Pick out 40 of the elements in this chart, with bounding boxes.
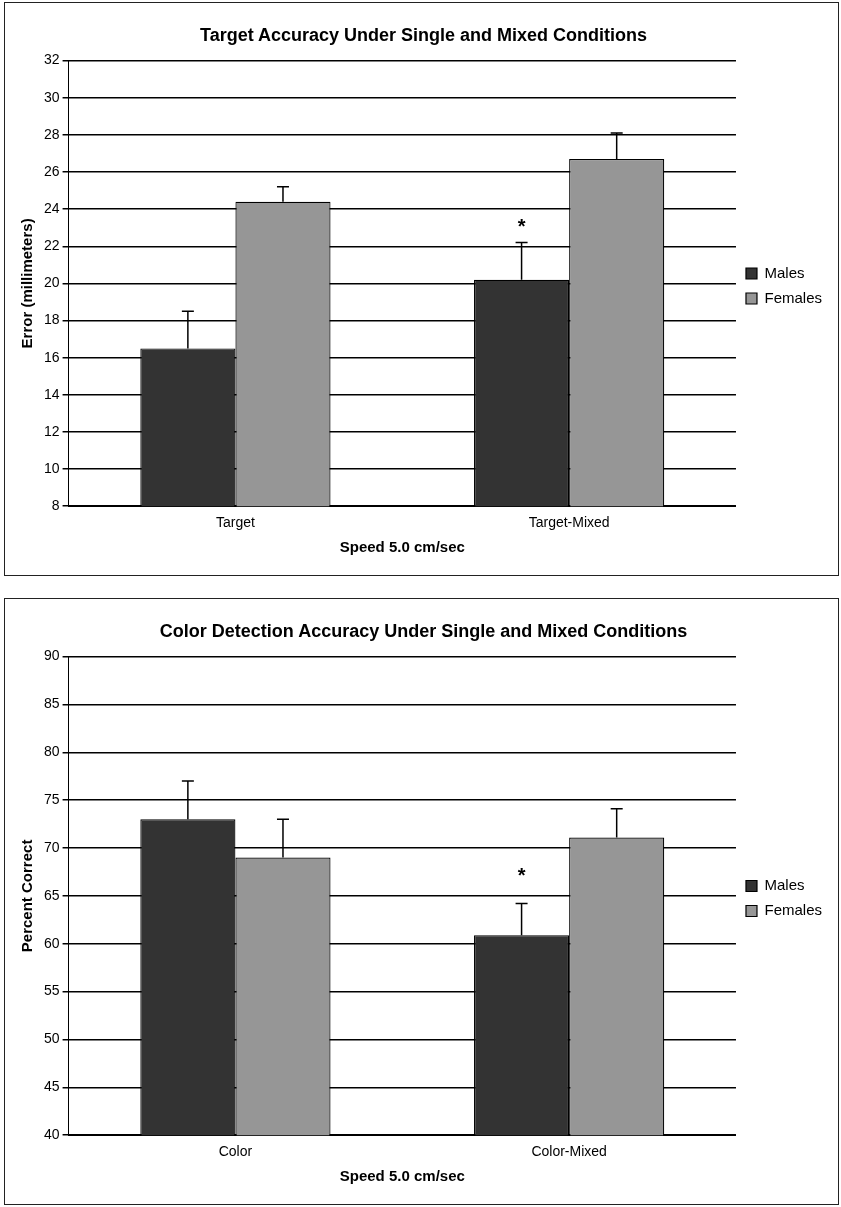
annotation: * <box>517 864 526 887</box>
y-tick-label: 50 <box>43 1030 60 1047</box>
y-tick-label: 22 <box>43 237 60 254</box>
y-tick-label: 12 <box>43 422 60 439</box>
x-tick-label: Target-Mixed <box>528 514 610 531</box>
y-tick-label: 32 <box>43 51 60 68</box>
y-tick-label: 85 <box>43 695 60 712</box>
legend-label: Males <box>764 263 805 281</box>
y-tick-label: 20 <box>43 274 60 291</box>
x-axis-title: Speed 5.0 cm/sec <box>339 538 465 556</box>
legend-label: Males <box>764 876 805 894</box>
x-tick-label: Target <box>215 514 255 531</box>
y-tick-label: 70 <box>43 838 60 855</box>
y-tick-label: 14 <box>43 385 60 402</box>
y-tick-label: 10 <box>43 459 60 476</box>
y-axis-title: Error (millimeters) <box>18 218 36 349</box>
y-tick-label: 60 <box>43 934 60 951</box>
y-tick-label: 45 <box>43 1078 60 1095</box>
x-tick-label: Color <box>218 1143 253 1160</box>
y-tick-label: 24 <box>43 199 60 216</box>
x-tick-label: Color-Mixed <box>531 1143 607 1160</box>
annotation: * <box>517 215 526 238</box>
legend-label: Females <box>764 288 823 306</box>
y-tick-label: 16 <box>43 348 60 365</box>
y-tick-label: 90 <box>43 647 60 664</box>
y-tick-label: 65 <box>43 886 60 903</box>
y-tick-label: 40 <box>43 1126 60 1143</box>
y-tick-label: 55 <box>43 982 60 999</box>
chart-title: Target Accuracy Under Single and Mixed Conditions <box>199 24 648 45</box>
y-tick-label: 28 <box>43 125 60 142</box>
y-tick-label: 26 <box>43 162 60 179</box>
chart-title: Color Detection Accuracy Under Single and Mixed Conditions <box>159 620 688 641</box>
y-tick-label: 18 <box>43 311 60 328</box>
y-tick-label: 8 <box>51 497 60 514</box>
y-tick-label: 30 <box>43 88 60 105</box>
y-tick-label: 75 <box>43 791 60 808</box>
legend-label: Females <box>764 901 823 919</box>
y-axis-title: Percent Correct <box>18 839 36 953</box>
y-tick-label: 80 <box>43 743 60 760</box>
x-axis-title: Speed 5.0 cm/sec <box>339 1167 465 1185</box>
